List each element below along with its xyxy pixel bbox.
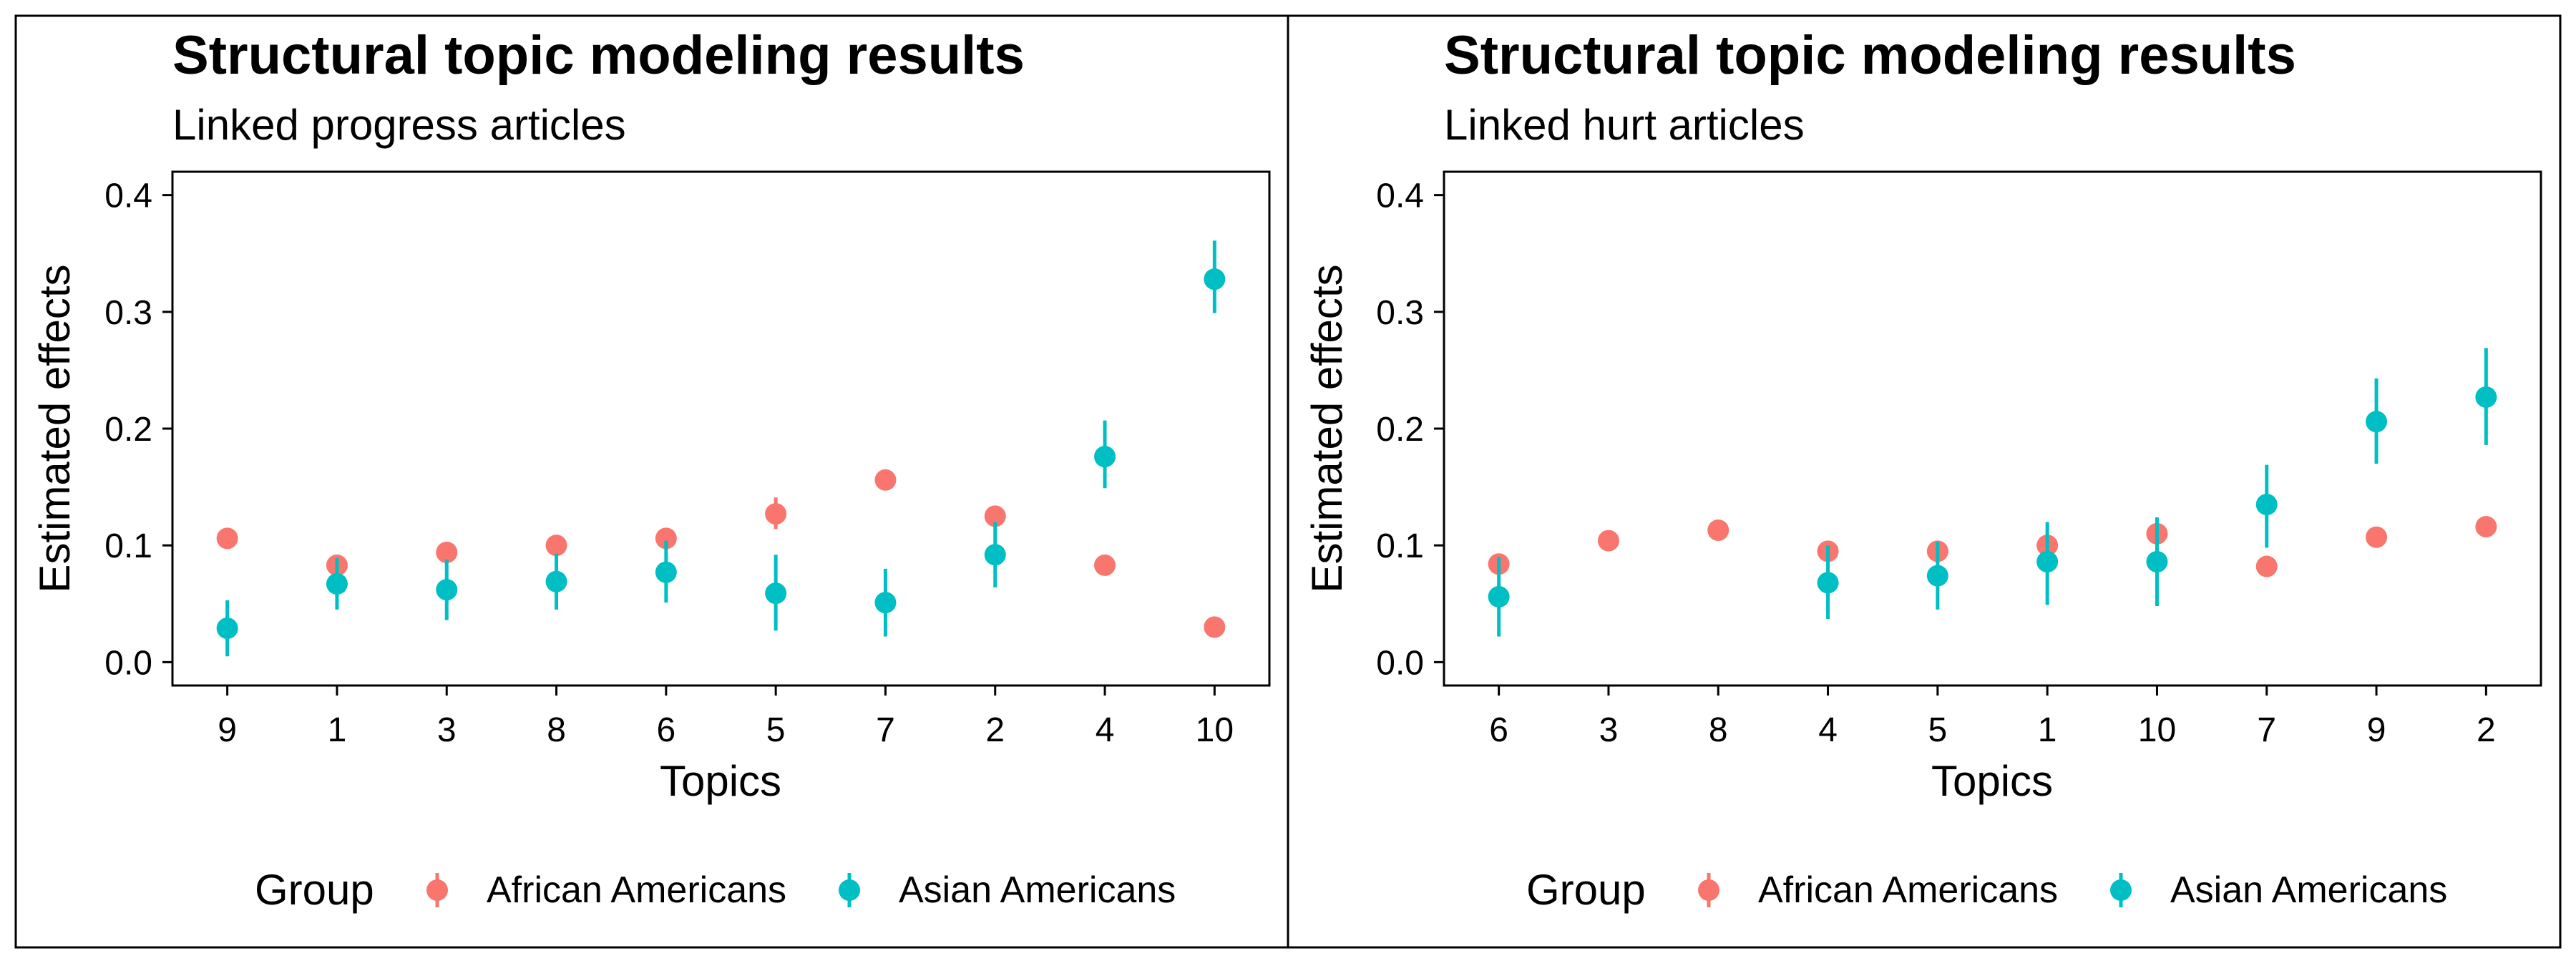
point-asian-americans-topic-2 [984, 544, 1006, 566]
y-tick-label: 0.1 [1376, 527, 1424, 565]
point-asian-americans-topic-4 [1094, 446, 1116, 468]
chart-subtitle: Linked progress articles [172, 101, 626, 149]
x-tick-label: 10 [1196, 711, 1234, 749]
point-african-americans-topic-8 [545, 535, 567, 557]
x-tick-label: 7 [876, 711, 895, 749]
point-african-americans-topic-10 [1204, 616, 1226, 638]
legend-label-asian-americans: Asian Americans [899, 869, 1176, 911]
y-tick-label: 0.3 [1376, 294, 1424, 332]
y-tick-label: 0.3 [104, 294, 152, 332]
point-african-americans-topic-5 [765, 503, 787, 525]
point-asian-americans-topic-9 [2366, 411, 2388, 433]
y-axis-title: Estimated effects [31, 264, 79, 592]
legend-key-african-americans [426, 873, 448, 907]
x-tick-label: 5 [766, 711, 786, 749]
data-marks [1488, 348, 2497, 637]
legend-key-point [1698, 879, 1719, 901]
x-tick-label: 9 [2367, 711, 2386, 749]
y-tick-label: 0.2 [104, 411, 152, 449]
panel-hurt: Structural topic modeling results Linked… [1287, 14, 2562, 949]
panel-border [1287, 14, 2562, 949]
point-asian-americans-topic-6 [655, 561, 677, 583]
point-asian-americans-topic-10 [2146, 551, 2168, 573]
x-tick-label: 1 [2038, 711, 2057, 749]
y-tick-label: 0.0 [104, 644, 152, 682]
x-tick-label: 2 [985, 711, 1005, 749]
point-asian-americans-topic-6 [1488, 585, 1510, 608]
chart-title: Structural topic modeling results [172, 25, 1025, 86]
point-asian-americans-topic-9 [216, 618, 238, 640]
x-tick-label: 7 [2257, 711, 2276, 749]
point-african-americans-topic-4 [1094, 554, 1116, 576]
x-tick-label: 3 [437, 711, 457, 749]
x-tick-label: 8 [547, 711, 566, 749]
point-asian-americans-topic-7 [874, 592, 897, 614]
chart-subtitle: Linked hurt articles [1444, 101, 1805, 149]
point-asian-americans-topic-7 [2255, 494, 2278, 516]
point-asian-americans-topic-1 [326, 573, 348, 595]
legend-key-point [839, 879, 860, 901]
x-tick-label: 4 [1818, 711, 1838, 749]
chart-title: Structural topic modeling results [1444, 25, 2296, 86]
y-axis: 0.0 0.1 0.2 0.3 0.4 [1376, 177, 1444, 682]
y-axis: 0.0 0.1 0.2 0.3 0.4 [104, 177, 172, 682]
x-axis-title: Topics [660, 757, 781, 805]
x-tick-label: 5 [1928, 711, 1947, 749]
point-african-americans-topic-7 [2255, 555, 2278, 577]
legend: Group African Americans Asian Americans [255, 866, 1176, 914]
legend-key-point [2110, 879, 2132, 901]
x-tick-label: 4 [1096, 711, 1115, 749]
point-african-americans-topic-3 [1597, 530, 1619, 552]
x-tick-label: 2 [2477, 711, 2496, 749]
y-tick-label: 0.1 [104, 527, 152, 565]
point-asian-americans-topic-8 [545, 570, 567, 592]
legend-key-point [426, 879, 448, 901]
point-african-americans-topic-6 [655, 527, 677, 550]
point-asian-americans-topic-2 [2475, 386, 2497, 408]
point-african-americans-topic-2 [984, 505, 1006, 527]
legend-label-african-americans: African Americans [1758, 869, 2058, 911]
legend-key-asian-americans [839, 873, 860, 907]
point-asian-americans-topic-1 [2036, 551, 2059, 573]
x-tick-label: 1 [328, 711, 347, 749]
y-tick-label: 0.4 [104, 177, 152, 215]
point-african-americans-topic-8 [1707, 519, 1729, 541]
x-axis-title: Topics [1931, 757, 2053, 805]
point-asian-americans-topic-5 [765, 582, 787, 605]
point-asian-americans-topic-10 [1204, 268, 1226, 291]
point-asian-americans-topic-4 [1817, 572, 1839, 594]
legend-key-asian-americans [2110, 873, 2132, 907]
x-tick-label: 10 [2138, 711, 2176, 749]
point-african-americans-topic-7 [874, 469, 897, 491]
legend-title: Group [1526, 866, 1646, 914]
y-tick-label: 0.0 [1376, 644, 1424, 682]
legend: Group African Americans Asian Americans [1526, 866, 2447, 914]
x-tick-label: 3 [1599, 711, 1619, 749]
x-axis: 6 3 8 4 5 1 10 7 9 2 [1489, 686, 2496, 749]
panel-progress: Structural topic modeling results Linked… [14, 14, 1289, 949]
y-tick-label: 0.4 [1376, 177, 1424, 215]
point-african-americans-topic-3 [436, 541, 458, 563]
legend-label-asian-americans: Asian Americans [2170, 869, 2447, 911]
y-tick-label: 0.2 [1376, 411, 1424, 449]
legend-key-african-americans [1698, 873, 1719, 907]
point-african-americans-topic-2 [2475, 516, 2497, 538]
x-axis: 9 1 3 8 6 5 7 2 4 10 [218, 686, 1234, 749]
x-tick-label: 6 [656, 711, 675, 749]
y-axis-title: Estimated effects [1303, 264, 1351, 592]
point-asian-americans-topic-3 [436, 579, 458, 601]
point-african-americans-topic-9 [216, 527, 238, 550]
point-asian-americans-topic-5 [1926, 565, 1948, 587]
legend-label-african-americans: African Americans [487, 869, 786, 911]
x-tick-label: 8 [1709, 711, 1728, 749]
legend-title: Group [255, 866, 374, 914]
point-african-americans-topic-9 [2366, 526, 2388, 548]
x-tick-label: 6 [1489, 711, 1508, 749]
data-marks [216, 240, 1226, 657]
x-tick-label: 9 [218, 711, 237, 749]
